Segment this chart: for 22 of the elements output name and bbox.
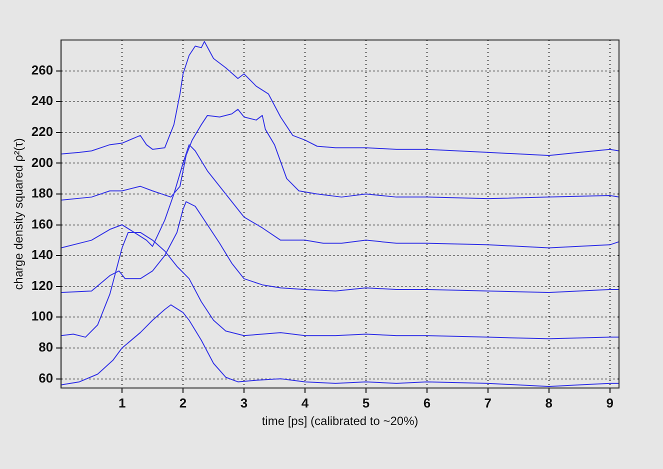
x-tick-label: 4 <box>301 395 310 410</box>
x-axis-title: time [ps] (calibrated to ~20%) <box>262 414 418 428</box>
y-tick-label: 140 <box>31 247 54 262</box>
x-tick-label: 2 <box>179 395 187 410</box>
y-tick-label: 100 <box>31 308 54 324</box>
x-tick-label: 6 <box>423 395 431 410</box>
x-tick-label: 5 <box>362 395 370 410</box>
x-tick-label: 1 <box>118 395 126 410</box>
y-tick-label: 200 <box>31 154 54 170</box>
x-tick-label: 7 <box>484 395 492 410</box>
y-tick-label: 60 <box>38 370 54 386</box>
y-axis-title: charge density squared ρ²(τ) <box>12 138 26 290</box>
x-tick-label: 3 <box>240 395 248 410</box>
x-tick-label: 8 <box>545 395 552 410</box>
y-tick-label: 160 <box>31 216 54 232</box>
y-tick-label: 240 <box>31 93 54 108</box>
y-tick-label: 80 <box>38 340 54 355</box>
y-tick-label: 120 <box>31 278 54 293</box>
y-tick-label: 220 <box>31 124 54 139</box>
y-tick-label: 260 <box>31 62 54 78</box>
y-tick-label: 180 <box>31 186 54 201</box>
x-tick-label: 9 <box>606 395 614 410</box>
